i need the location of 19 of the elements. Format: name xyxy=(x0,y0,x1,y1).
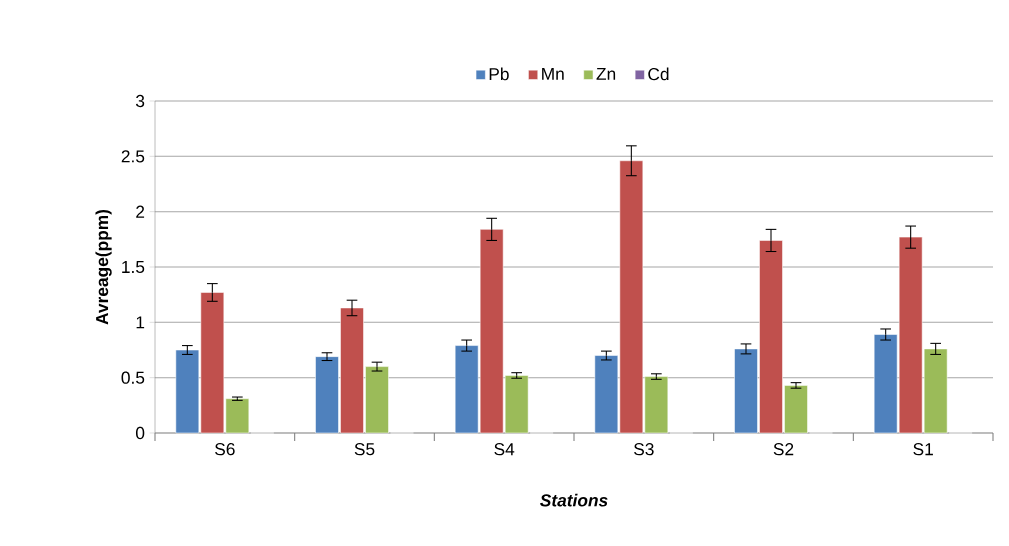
y-tick-label: 2.5 xyxy=(121,150,145,163)
legend-label: Zn xyxy=(596,67,616,80)
x-tick-label: S3 xyxy=(634,443,654,456)
legend-label: Cd xyxy=(648,67,669,81)
y-tick-label: 0 xyxy=(135,426,145,440)
y-tick-label: 0.5 xyxy=(121,371,145,384)
x-tick-label: S2 xyxy=(773,443,794,456)
x-axis-title: Stations xyxy=(540,493,608,507)
legend-label: Pb xyxy=(489,67,509,81)
y-axis-title: Avreage(ppm) xyxy=(95,209,112,325)
x-tick-label: S1 xyxy=(913,443,933,456)
x-tick-label: S5 xyxy=(354,443,375,456)
x-tick-label: S6 xyxy=(215,443,235,456)
y-tick-label: 2 xyxy=(136,205,145,218)
y-tick-label: 3 xyxy=(135,94,145,108)
x-tick-label: S4 xyxy=(494,443,515,456)
y-tick-label: 1.5 xyxy=(122,260,145,274)
legend-label: Mn xyxy=(542,67,564,80)
y-tick-label: 1 xyxy=(136,316,145,329)
